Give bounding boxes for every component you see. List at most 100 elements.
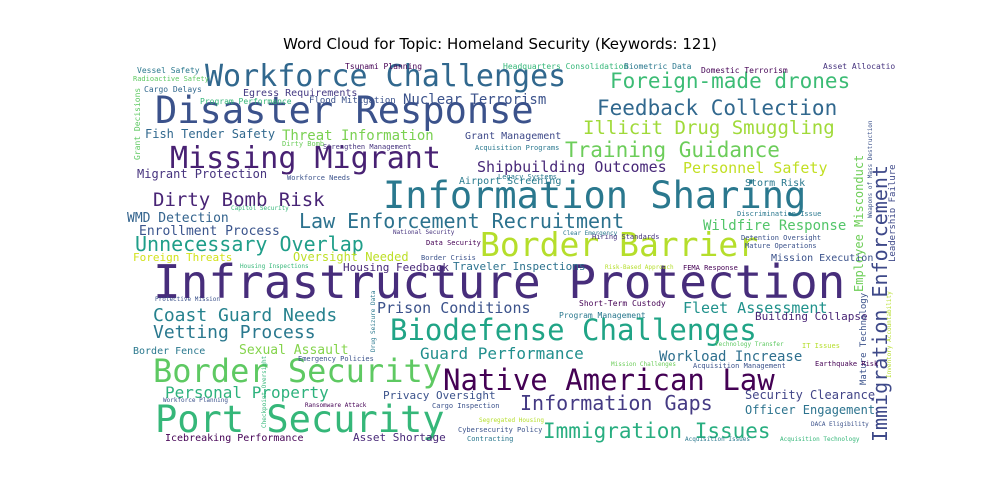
word-information-sharing: Information Sharing	[383, 174, 806, 217]
word-personnel-safety: Personnel Safety	[683, 159, 828, 177]
word-infrastructure-protection: Infrastructure Protection	[153, 255, 845, 309]
word-immigration-issues: Immigration Issues	[543, 419, 771, 443]
word-program-performance: Program Performance	[200, 97, 292, 106]
word-emergency-policies: Emergency Policies	[298, 355, 374, 363]
word-shipbuilding-outcomes: Shipbuilding Outcomes	[477, 158, 667, 176]
word-national-security: National Security	[393, 229, 455, 236]
word-egress-requirements: Egress Requirements	[243, 88, 357, 99]
chart-title: Word Cloud for Topic: Homeland Security …	[283, 35, 717, 53]
word-personal-property: Personal Property	[165, 383, 329, 402]
word-asset-allocation: Asset Allocation	[823, 62, 895, 71]
word-enrollment-process: Enrollment Process	[139, 224, 280, 239]
word-program-management: Program Management	[559, 311, 646, 320]
word-mature-technology: Mature Technology	[859, 292, 869, 385]
word-housing-feedback: Housing Feedback	[343, 261, 449, 274]
word-it-issues: IT Issues	[802, 342, 840, 350]
word-capitol-security: Capitol Security	[231, 205, 289, 212]
word-contracting: Contracting	[467, 435, 513, 443]
word-drug-seizure-data: Drug Seizure Data	[370, 290, 377, 352]
word-border-security: Border Security	[153, 352, 442, 390]
word-data-security: Data Security	[426, 239, 481, 247]
word-strengthen-management: Strengthen Management	[323, 143, 412, 151]
word-fish-tender-safety: Fish Tender Safety	[145, 127, 275, 141]
word-guard-performance: Guard Performance	[420, 344, 584, 363]
word-foreign-threats: Foreign Threats	[133, 251, 232, 264]
word-fleet-assessment: Fleet Assessment	[683, 299, 828, 317]
word-ransomware-attack: Ransomware Attack	[305, 402, 367, 409]
word-icebreaking-performance: Icebreaking Performance	[165, 433, 303, 444]
word-short-term-custody: Short-Term Custody	[579, 299, 666, 308]
word-border-crisis: Border Crisis	[421, 254, 476, 262]
word-traveler-inspections: Traveler Inspections	[453, 260, 585, 273]
word-disaster-response: Disaster Response	[155, 89, 534, 132]
word-checkpoint-oversight: Checkpoint Oversight	[261, 355, 268, 428]
word-discrimination-issue: Discrimination Issue	[737, 210, 821, 218]
word-clear-emergency: Clear Emergency	[563, 230, 618, 237]
word-domestic-terrorism: Domestic Terrorism	[701, 66, 788, 75]
word-grant-decisions: Grant Decisions	[133, 88, 142, 160]
word-cloud: Infrastructure Protection Information Sha…	[125, 60, 895, 445]
word-native-american-law: Native American Law	[443, 363, 775, 397]
word-coast-guard-needs: Coast Guard Needs	[153, 305, 337, 326]
word-detention-oversight: Detention Oversight	[741, 234, 821, 242]
word-nuclear-terrorism: Nuclear Terrorism	[403, 92, 546, 108]
word-training-guidance: Training Guidance	[565, 138, 780, 162]
word-prison-conditions: Prison Conditions	[377, 299, 531, 317]
word-employee-misconduct: Employee Misconduct	[852, 155, 866, 292]
word-cargo-delays: Cargo Delays	[144, 85, 202, 94]
word-oversight-needed: Oversight Needed	[293, 250, 409, 264]
word-immigration-enforcement: Immigration Enforcement	[868, 165, 892, 442]
word-vessel-safety: Vessel Safety	[137, 66, 200, 75]
word-wildfire-response: Wildfire Response	[703, 218, 846, 234]
word-unnecessary-overlap: Unnecessary Overlap	[135, 232, 364, 256]
word-workforce-planning: Workforce Planning	[163, 397, 228, 404]
word-foreign-made-drones: Foreign-made drones	[610, 69, 850, 93]
word-feedback-collection: Feedback Collection	[597, 96, 837, 120]
word-acquisition-issues: Acquisition Issues	[685, 436, 750, 443]
word-daca-eligibility: DACA Eligibility	[811, 421, 869, 428]
word-workload-increase: Workload Increase	[659, 349, 802, 365]
word-biodefense-challenges: Biodefense Challenges	[390, 313, 757, 347]
word-missing-migrant: Missing Migrant	[170, 141, 441, 176]
word-mission-execution: Mission Execution	[771, 253, 873, 264]
word-weapons-of-mass-destruction: Weapons of Mass Destruction	[867, 120, 874, 218]
word-risk-based-approach: Risk-Based Approach	[605, 264, 674, 271]
word-mature-operations: Mature Operations	[745, 242, 817, 250]
word-wmd-detection: WMD Detection	[127, 211, 229, 226]
word-grant-management: Grant Management	[465, 131, 561, 142]
word-threat-information: Threat Information	[282, 128, 434, 144]
word-acquisition-programs: Acquisition Programs	[475, 144, 559, 152]
word-vetting-process: Vetting Process	[153, 322, 316, 343]
word-dirty-bomb-risk: Dirty Bomb Risk	[153, 189, 325, 211]
word-technology-transfer: Technology Transfer	[715, 341, 784, 348]
word-earthquake-risk: Earthquake Risk	[815, 360, 879, 368]
word-cybersecurity-policy: Cybersecurity Policy	[458, 426, 542, 434]
word-port-security: Port Security	[155, 398, 445, 441]
word-housing-inspections: Housing Inspections	[240, 263, 309, 270]
word-cargo-inspection: Cargo Inspection	[432, 402, 499, 410]
word-building-collapse: Building Collapse	[755, 310, 868, 323]
word-storm-risk: Storm Risk	[745, 178, 805, 189]
word-airport-screening: Airport Screening	[459, 176, 561, 187]
word-illicit-drug-smuggling: Illicit Drug Smuggling	[583, 117, 835, 139]
word-acquisition-technology: Acquisition Technology	[780, 436, 860, 443]
word-fema-response: FEMA Response	[683, 264, 738, 272]
word-legacy-systems: Legacy Systems	[498, 173, 557, 181]
word-biometric-data: Biometric Data	[624, 62, 692, 71]
word-radioactive-safety: Radioactive Safety	[133, 75, 209, 83]
word-flood-mitigation: Flood Mitigation	[309, 96, 396, 106]
word-headquarters-consolidation: Headquarters Consolidation	[503, 62, 628, 71]
word-leadership-failure: Leadership Failure	[888, 164, 895, 262]
word-border-fence: Border Fence	[133, 346, 205, 357]
word-hiring-standards: Hiring Standards	[592, 233, 659, 241]
word-inventory-accountability: Inventory Accountability	[886, 291, 893, 378]
word-workforce-needs: Workforce Needs	[287, 174, 350, 182]
word-segregated-housing: Segregated Housing	[479, 417, 544, 424]
word-information-gaps: Information Gaps	[520, 391, 713, 415]
word-tsunami-planning: Tsunami Planning	[345, 62, 422, 71]
word-officer-engagement: Officer Engagement	[745, 403, 875, 417]
word-acquisition-management: Acquisition Management	[693, 362, 786, 370]
word-asset-shortage: Asset Shortage	[353, 431, 446, 444]
word-dirty-bomb: Dirty Bomb	[282, 140, 324, 148]
word-mission-challenges: Mission Challenges	[611, 361, 676, 368]
